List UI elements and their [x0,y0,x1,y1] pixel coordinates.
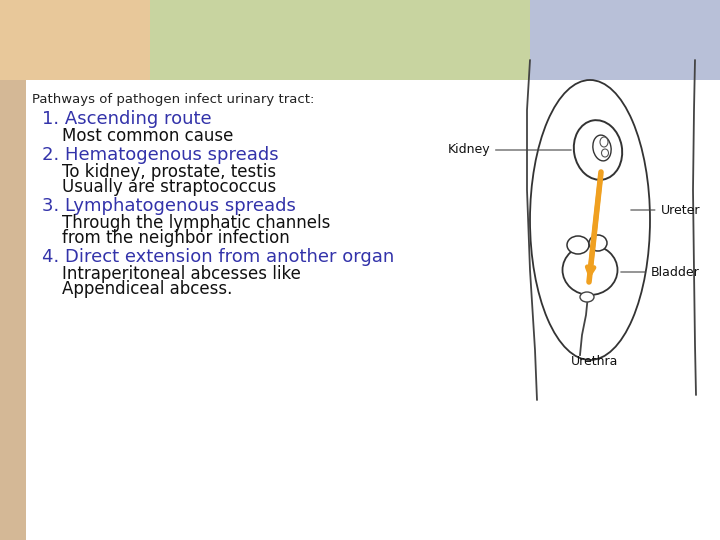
Text: 4. Direct extension from another organ: 4. Direct extension from another organ [42,248,395,266]
Text: Pathways of pathogen infect urinary tract:: Pathways of pathogen infect urinary trac… [32,93,315,106]
Ellipse shape [574,120,622,180]
Text: Appendiceal abcess.: Appendiceal abcess. [62,280,233,298]
Text: Intraperitoneal abcesses like: Intraperitoneal abcesses like [62,265,301,283]
Text: 3. Lymphatogenous spreads: 3. Lymphatogenous spreads [42,197,296,215]
Text: Most common cause: Most common cause [62,127,233,145]
FancyBboxPatch shape [150,0,530,80]
Ellipse shape [562,245,618,295]
Ellipse shape [600,137,608,147]
FancyBboxPatch shape [530,0,720,80]
Ellipse shape [580,292,594,302]
Text: 2. Hematogenous spreads: 2. Hematogenous spreads [42,146,279,164]
Ellipse shape [567,236,589,254]
Ellipse shape [593,135,611,161]
Text: Ureter: Ureter [631,204,700,217]
FancyBboxPatch shape [0,0,150,80]
Ellipse shape [530,80,650,360]
Ellipse shape [601,149,608,157]
Text: Bladder: Bladder [621,266,700,279]
Text: Kidney: Kidney [447,144,571,157]
Ellipse shape [589,235,607,251]
Text: 1. Ascending route: 1. Ascending route [42,110,212,128]
Text: Usually are straptococcus: Usually are straptococcus [62,178,276,196]
Text: Urethra: Urethra [571,355,618,368]
Text: from the neighbor infection: from the neighbor infection [62,229,289,247]
Text: To kidney, prostate, testis: To kidney, prostate, testis [62,163,276,181]
Text: Through the lymphatic channels: Through the lymphatic channels [62,214,330,232]
FancyBboxPatch shape [0,0,26,540]
